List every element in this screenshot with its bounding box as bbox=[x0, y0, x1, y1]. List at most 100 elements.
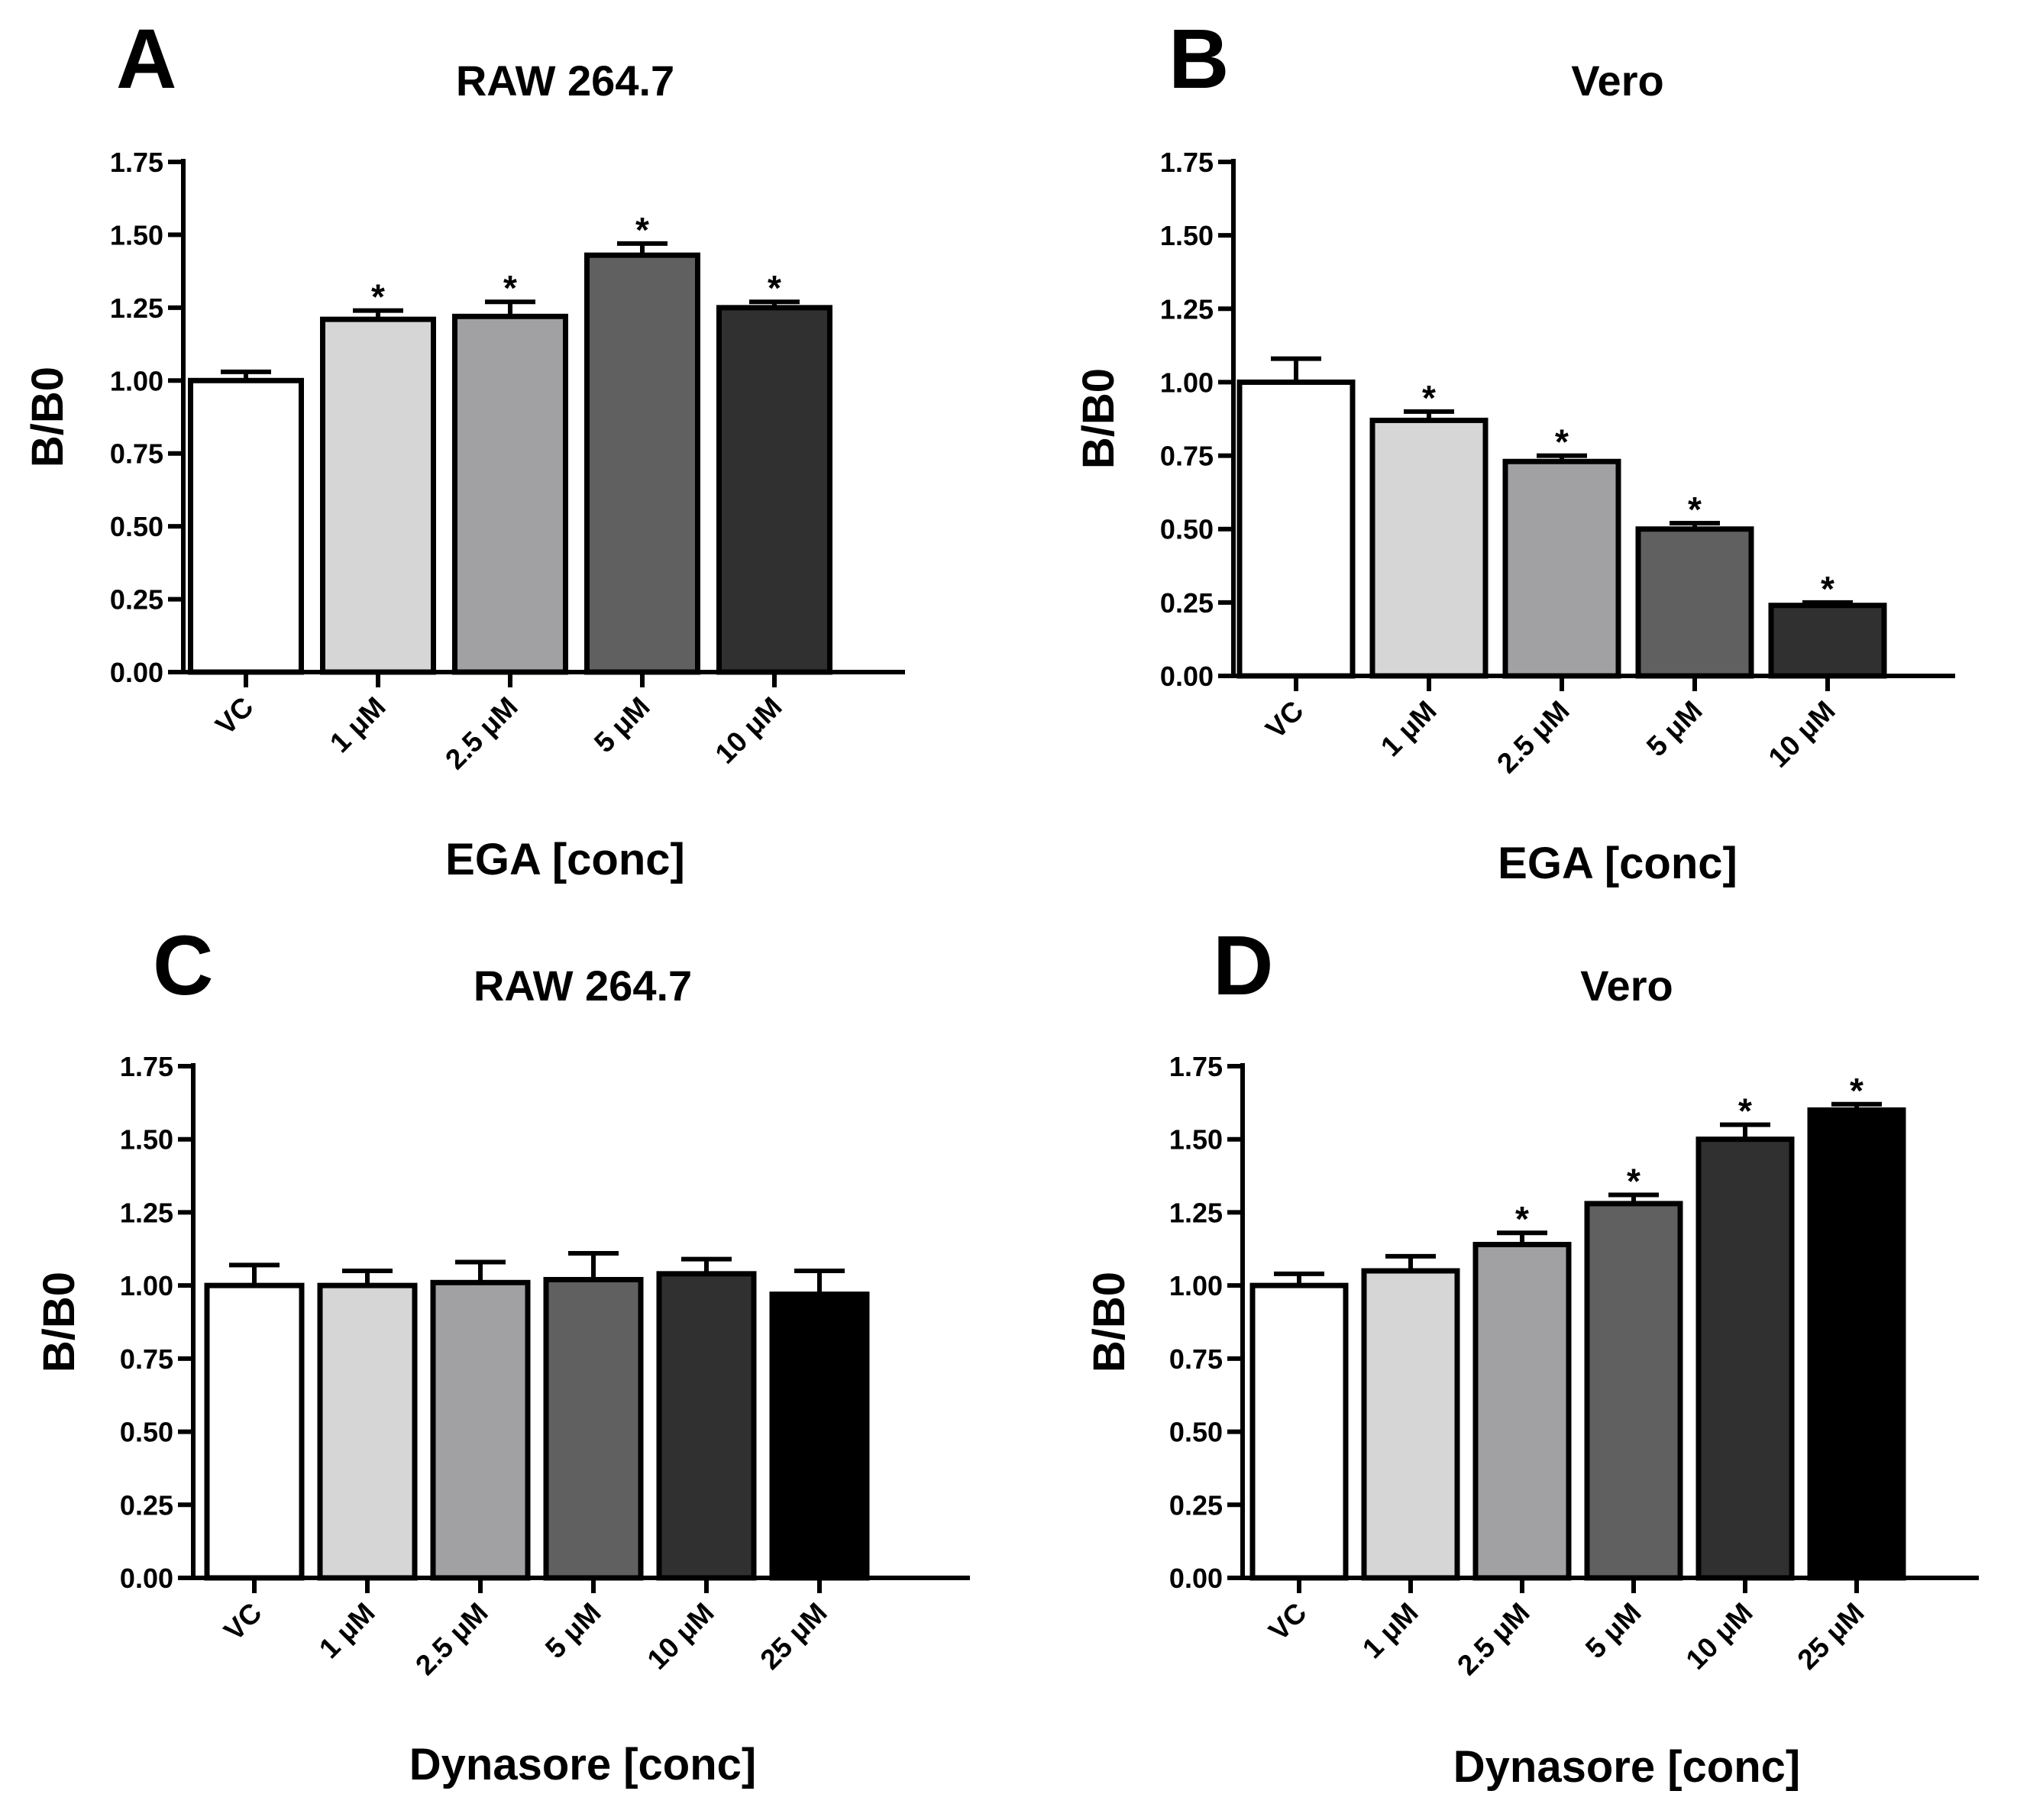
bar bbox=[1236, 379, 1356, 679]
y-tick-label: 0.75 bbox=[1160, 441, 1214, 472]
x-tick-label: 10 μM bbox=[1679, 1597, 1758, 1676]
y-axis-label: B/B0 bbox=[1084, 1272, 1134, 1372]
bar bbox=[656, 1271, 757, 1581]
y-tick-label: 1.25 bbox=[1160, 293, 1214, 325]
bar bbox=[1807, 1107, 1906, 1581]
bar bbox=[1472, 1242, 1572, 1581]
y-tick-label: 0.75 bbox=[120, 1343, 173, 1375]
chart-title: RAW 264.7 bbox=[474, 962, 692, 1010]
bar bbox=[1249, 1282, 1349, 1581]
significance-marker: * bbox=[1515, 1199, 1529, 1239]
significance-marker: * bbox=[635, 210, 649, 250]
x-axis-label: Dynasore [conc] bbox=[409, 1740, 756, 1789]
x-tick-label: VC bbox=[209, 691, 259, 741]
y-tick-label: 0.50 bbox=[1169, 1417, 1223, 1448]
y-tick-label: 0.25 bbox=[110, 584, 163, 616]
bar bbox=[584, 252, 700, 675]
x-tick-label: 10 μM bbox=[709, 691, 787, 770]
x-tick-label: 25 μM bbox=[754, 1597, 832, 1676]
y-axis-label: B/B0 bbox=[23, 367, 73, 467]
x-tick-label: 5 μM bbox=[1640, 695, 1708, 763]
significance-marker: * bbox=[768, 268, 781, 308]
y-tick-label: 1.00 bbox=[110, 365, 163, 396]
x-axis-label: EGA [conc] bbox=[1498, 839, 1737, 888]
y-tick-label: 1.75 bbox=[110, 147, 163, 178]
x-tick-label: VC bbox=[1259, 695, 1309, 745]
panel-letter: A bbox=[116, 12, 176, 106]
x-tick-label: 2.5 μM bbox=[409, 1597, 493, 1681]
bar bbox=[317, 1282, 418, 1581]
y-tick-label: 1.00 bbox=[1160, 367, 1214, 398]
x-tick-label: 1 μM bbox=[313, 1597, 381, 1665]
chart-panel-b: B Vero 0.00 0.25 0.50 0.75 1.00 1.25 1.50 1.75 VC 1… bbox=[1074, 12, 1955, 888]
x-axis-label: EGA [conc] bbox=[445, 835, 685, 884]
bar bbox=[1635, 526, 1754, 679]
x-tick-label: 5 μM bbox=[539, 1597, 607, 1665]
significance-marker: * bbox=[1555, 422, 1569, 462]
x-tick-label: 2.5 μM bbox=[439, 691, 523, 775]
y-tick-label: 1.00 bbox=[120, 1270, 173, 1301]
bar bbox=[1369, 417, 1489, 679]
bar bbox=[1502, 458, 1621, 679]
y-axis-label: B/B0 bbox=[34, 1272, 84, 1372]
x-tick-label: 2.5 μM bbox=[1491, 695, 1575, 779]
y-tick-label: 1.75 bbox=[1160, 147, 1214, 178]
x-axis-label: Dynasore [conc] bbox=[1453, 1742, 1800, 1792]
y-tick-label: 1.25 bbox=[110, 293, 163, 324]
significance-marker: * bbox=[1422, 378, 1436, 418]
x-tick-label: 25 μM bbox=[1791, 1597, 1870, 1676]
bar bbox=[1584, 1201, 1683, 1581]
x-tick-label: 10 μM bbox=[641, 1597, 719, 1676]
significance-marker: * bbox=[371, 277, 385, 317]
bar bbox=[769, 1291, 870, 1581]
significance-marker: * bbox=[1821, 569, 1834, 609]
chart-panel-c: C RAW 264.7 0.00 0.25 0.50 0.75 1.00 1.25 1.50 1.… bbox=[34, 919, 970, 1789]
y-tick-label: 0.00 bbox=[1160, 661, 1214, 692]
y-tick-label: 0.25 bbox=[120, 1489, 173, 1521]
y-axis-label: B/B0 bbox=[1074, 368, 1123, 469]
significance-marker: * bbox=[503, 268, 517, 308]
chart-panel-a: A RAW 264.7 0.00 0.25 0.50 0.75 1.00 1.25 1.50 1.… bbox=[23, 12, 905, 884]
y-tick-label: 1.25 bbox=[1169, 1197, 1223, 1228]
bar bbox=[1768, 603, 1887, 679]
y-tick-label: 1.50 bbox=[120, 1124, 173, 1156]
y-tick-label: 1.75 bbox=[120, 1051, 173, 1082]
y-tick-label: 0.75 bbox=[1169, 1343, 1223, 1375]
y-tick-label: 1.25 bbox=[120, 1197, 173, 1228]
y-tick-label: 1.75 bbox=[1169, 1051, 1223, 1082]
x-tick-label: 1 μM bbox=[1375, 695, 1443, 763]
y-tick-label: 1.00 bbox=[1169, 1270, 1223, 1301]
y-tick-label: 0.50 bbox=[1160, 514, 1214, 545]
y-tick-label: 0.50 bbox=[120, 1417, 173, 1448]
chart-title: RAW 264.7 bbox=[456, 57, 674, 105]
panel-letter: B bbox=[1169, 12, 1229, 106]
x-tick-label: 2.5 μM bbox=[1451, 1597, 1535, 1681]
chart-panel-d: D Vero 0.00 0.25 0.50 0.75 1.00 1.25 1.50 1.75 VC 1… bbox=[1084, 919, 1979, 1792]
bar bbox=[320, 316, 436, 675]
y-tick-label: 1.50 bbox=[110, 219, 163, 251]
y-tick-label: 0.00 bbox=[110, 657, 163, 688]
bar bbox=[1361, 1268, 1460, 1581]
y-tick-label: 1.50 bbox=[1169, 1124, 1223, 1156]
panel-letter: C bbox=[153, 919, 213, 1013]
x-tick-label: 10 μM bbox=[1762, 695, 1841, 774]
x-tick-label: 5 μM bbox=[1579, 1597, 1647, 1665]
y-tick-label: 1.50 bbox=[1160, 220, 1214, 251]
x-tick-label: VC bbox=[218, 1597, 267, 1647]
y-tick-label: 0.50 bbox=[110, 511, 163, 542]
y-tick-label: 0.00 bbox=[1169, 1563, 1223, 1594]
significance-marker: * bbox=[1688, 490, 1702, 529]
chart-title: Vero bbox=[1571, 57, 1663, 105]
significance-marker: * bbox=[1850, 1071, 1864, 1110]
x-tick-label: 1 μM bbox=[1356, 1597, 1424, 1665]
y-tick-label: 0.25 bbox=[1160, 587, 1214, 619]
y-tick-label: 0.75 bbox=[110, 438, 163, 470]
bar bbox=[716, 305, 832, 675]
y-tick-label: 0.25 bbox=[1169, 1489, 1223, 1521]
bar bbox=[1695, 1136, 1795, 1581]
bar bbox=[543, 1276, 644, 1581]
bar bbox=[452, 313, 568, 675]
significance-marker: * bbox=[1738, 1091, 1752, 1131]
y-tick-label: 0.00 bbox=[120, 1563, 173, 1594]
